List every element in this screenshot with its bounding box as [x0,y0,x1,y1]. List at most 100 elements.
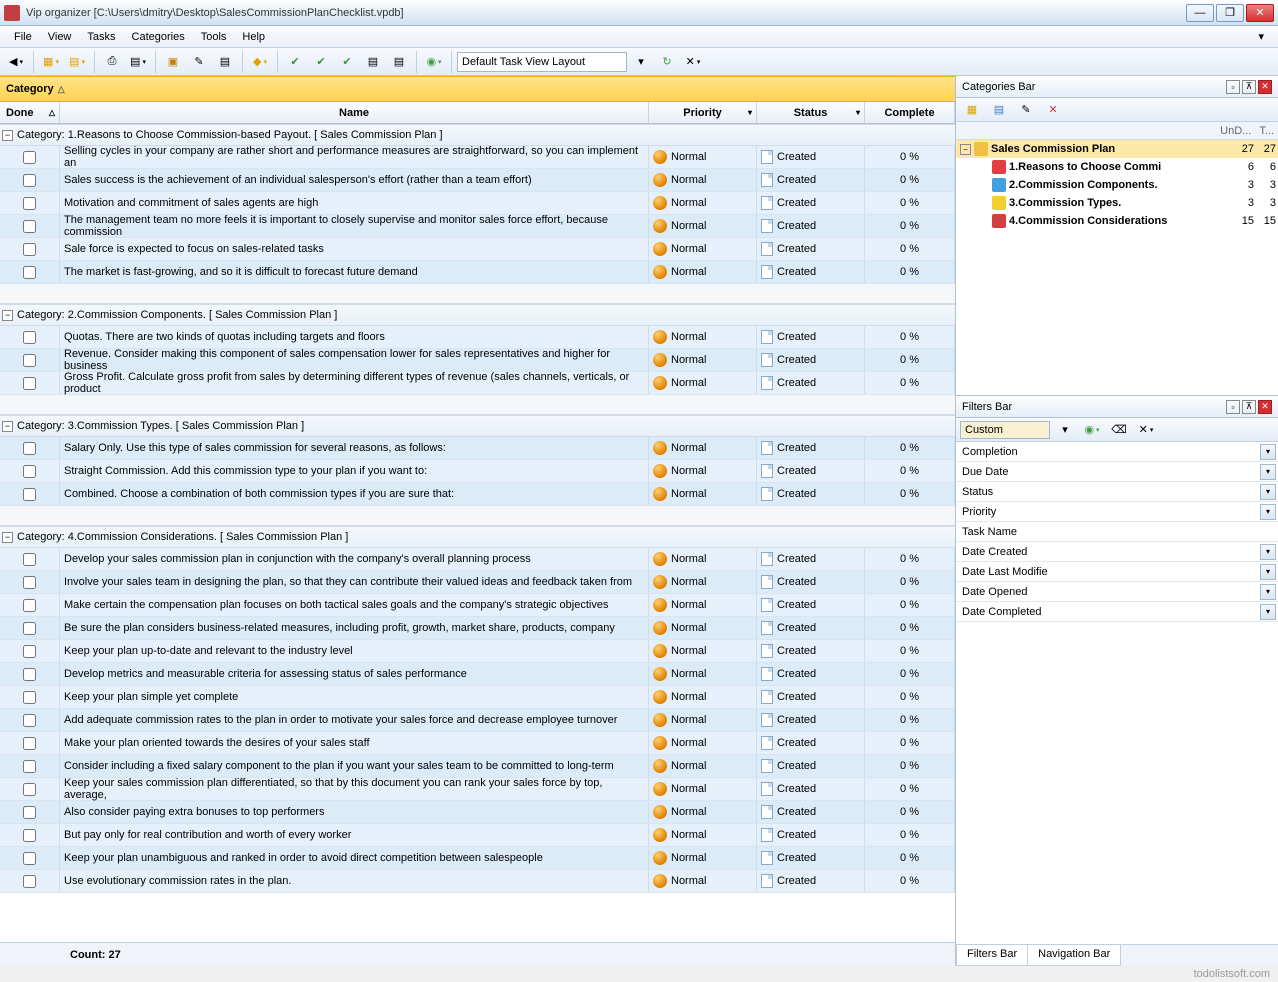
toolbar-check-icon[interactable]: ✔ [283,51,307,73]
tree-node[interactable]: 2.Commission Components.33 [956,176,1278,194]
col-done[interactable]: Done△ [0,102,60,123]
task-row[interactable]: Keep your plan simple yet completeNormal… [0,686,955,709]
task-row[interactable]: Use evolutionary commission rates in the… [0,870,955,893]
category-row[interactable]: −Category: 2.Commission Components. [ Sa… [0,304,955,326]
filter-row[interactable]: Priority▾ [956,502,1278,522]
toolbar-check3-icon[interactable]: ✔ [335,51,359,73]
task-row[interactable]: Add adequate commission rates to the pla… [0,709,955,732]
task-row[interactable]: Be sure the plan considers business-rela… [0,617,955,640]
toolbar-edit-icon[interactable]: ✎ [187,51,211,73]
filter-dropdown-icon[interactable]: ▾ [1260,564,1276,580]
done-checkbox[interactable] [23,576,36,589]
filter-row[interactable]: Completion▾ [956,442,1278,462]
task-row[interactable]: Make your plan oriented towards the desi… [0,732,955,755]
menu-tasks[interactable]: Tasks [79,29,123,45]
pane-tab[interactable]: Filters Bar [956,945,1028,966]
filter-row[interactable]: Task Name▾ [956,522,1278,542]
filter-dropdown-icon[interactable]: ▾ [1260,484,1276,500]
col-status[interactable]: Status▾ [757,102,865,123]
collapse-icon[interactable]: − [2,130,13,141]
done-checkbox[interactable] [23,691,36,704]
filter-dropdown-icon[interactable]: ▾ [1260,584,1276,600]
toolbar-tag-icon[interactable]: ◉▾ [422,51,446,73]
toolbar-back-icon[interactable]: ◀▾ [4,51,28,73]
col-priority[interactable]: Priority▾ [649,102,757,123]
task-row[interactable]: Straight Commission. Add this commission… [0,460,955,483]
done-checkbox[interactable] [23,806,36,819]
toolbar-new-icon[interactable]: ▦▾ [39,51,63,73]
done-checkbox[interactable] [23,354,36,367]
done-checkbox[interactable] [23,220,36,233]
done-checkbox[interactable] [23,599,36,612]
filter-delete-icon[interactable]: ✕▾ [1134,419,1158,441]
task-row[interactable]: Combined. Choose a combination of both c… [0,483,955,506]
filter-dropdown-icon[interactable]: ▾ [1260,544,1276,560]
done-checkbox[interactable] [23,829,36,842]
menu-view[interactable]: View [40,29,80,45]
filter-row[interactable]: Date Last Modifie▾ [956,562,1278,582]
done-checkbox[interactable] [23,783,36,796]
minimize-button[interactable]: — [1186,4,1214,22]
done-checkbox[interactable] [23,151,36,164]
pane-close-icon[interactable]: ✕ [1258,80,1272,94]
task-row[interactable]: Keep your plan unambiguous and ranked in… [0,847,955,870]
group-by-header[interactable]: Category △ [0,76,955,102]
menu-file[interactable]: File [6,29,40,45]
cat-rename-icon[interactable]: ✎ [1014,99,1038,121]
menu-help[interactable]: Help [234,29,273,45]
toolbar-print-preview-icon[interactable]: ▤▾ [126,51,150,73]
col-complete[interactable]: Complete [865,102,955,123]
filter-row[interactable]: Date Opened▾ [956,582,1278,602]
pane-tab[interactable]: Navigation Bar [1027,945,1121,966]
close-button[interactable]: ✕ [1246,4,1274,22]
tree-node[interactable]: −Sales Commission Plan2727 [956,140,1278,158]
toolbar-print-icon[interactable]: ⎙ [100,51,124,73]
pane-restore-icon[interactable]: ▫ [1226,400,1240,414]
done-checkbox[interactable] [23,668,36,681]
task-row[interactable]: Develop your sales commission plan in co… [0,548,955,571]
filter-row[interactable]: Date Completed▾ [956,602,1278,622]
done-checkbox[interactable] [23,243,36,256]
task-row[interactable]: Revenue. Consider making this component … [0,349,955,372]
done-checkbox[interactable] [23,737,36,750]
combo-dd-icon[interactable]: ▾ [629,51,653,73]
toolbar-check4-icon[interactable]: ▤ [361,51,385,73]
filters-combo[interactable]: Custom [960,421,1050,439]
filter-dropdown-icon[interactable]: ▾ [1260,464,1276,480]
done-checkbox[interactable] [23,377,36,390]
toolbar-delete-icon[interactable]: ▤ [213,51,237,73]
done-checkbox[interactable] [23,852,36,865]
tree-node[interactable]: 1.Reasons to Choose Commi66 [956,158,1278,176]
task-row[interactable]: Motivation and commitment of sales agent… [0,192,955,215]
done-checkbox[interactable] [23,875,36,888]
filter-dropdown-icon[interactable]: ▾ [1260,444,1276,460]
toolbar-clear-icon[interactable]: ✕▾ [681,51,705,73]
toolbar-copy-icon[interactable]: ▣ [161,51,185,73]
done-checkbox[interactable] [23,645,36,658]
task-row[interactable]: Develop metrics and measurable criteria … [0,663,955,686]
task-row[interactable]: Gross Profit. Calculate gross profit fro… [0,372,955,395]
done-checkbox[interactable] [23,488,36,501]
task-row[interactable]: Keep your sales commission plan differen… [0,778,955,801]
task-row[interactable]: Consider including a fixed salary compon… [0,755,955,778]
task-row[interactable]: Involve your sales team in designing the… [0,571,955,594]
tree-collapse-icon[interactable]: − [960,144,971,155]
task-row[interactable]: The management team no more feels it is … [0,215,955,238]
task-row[interactable]: Sale force is expected to focus on sales… [0,238,955,261]
done-checkbox[interactable] [23,197,36,210]
maximize-button[interactable]: ❐ [1216,4,1244,22]
done-checkbox[interactable] [23,465,36,478]
done-checkbox[interactable] [23,760,36,773]
task-row[interactable]: The market is fast-growing, and so it is… [0,261,955,284]
cat-new-icon[interactable]: ▦ [960,99,984,121]
task-row[interactable]: Quotas. There are two kinds of quotas in… [0,326,955,349]
done-checkbox[interactable] [23,714,36,727]
done-checkbox[interactable] [23,331,36,344]
filter-row[interactable]: Date Created▾ [956,542,1278,562]
pane-close-icon[interactable]: ✕ [1258,400,1272,414]
toolbar-filter-icon[interactable]: ◆▾ [248,51,272,73]
done-checkbox[interactable] [23,266,36,279]
collapse-icon[interactable]: − [2,310,13,321]
done-checkbox[interactable] [23,622,36,635]
done-checkbox[interactable] [23,442,36,455]
